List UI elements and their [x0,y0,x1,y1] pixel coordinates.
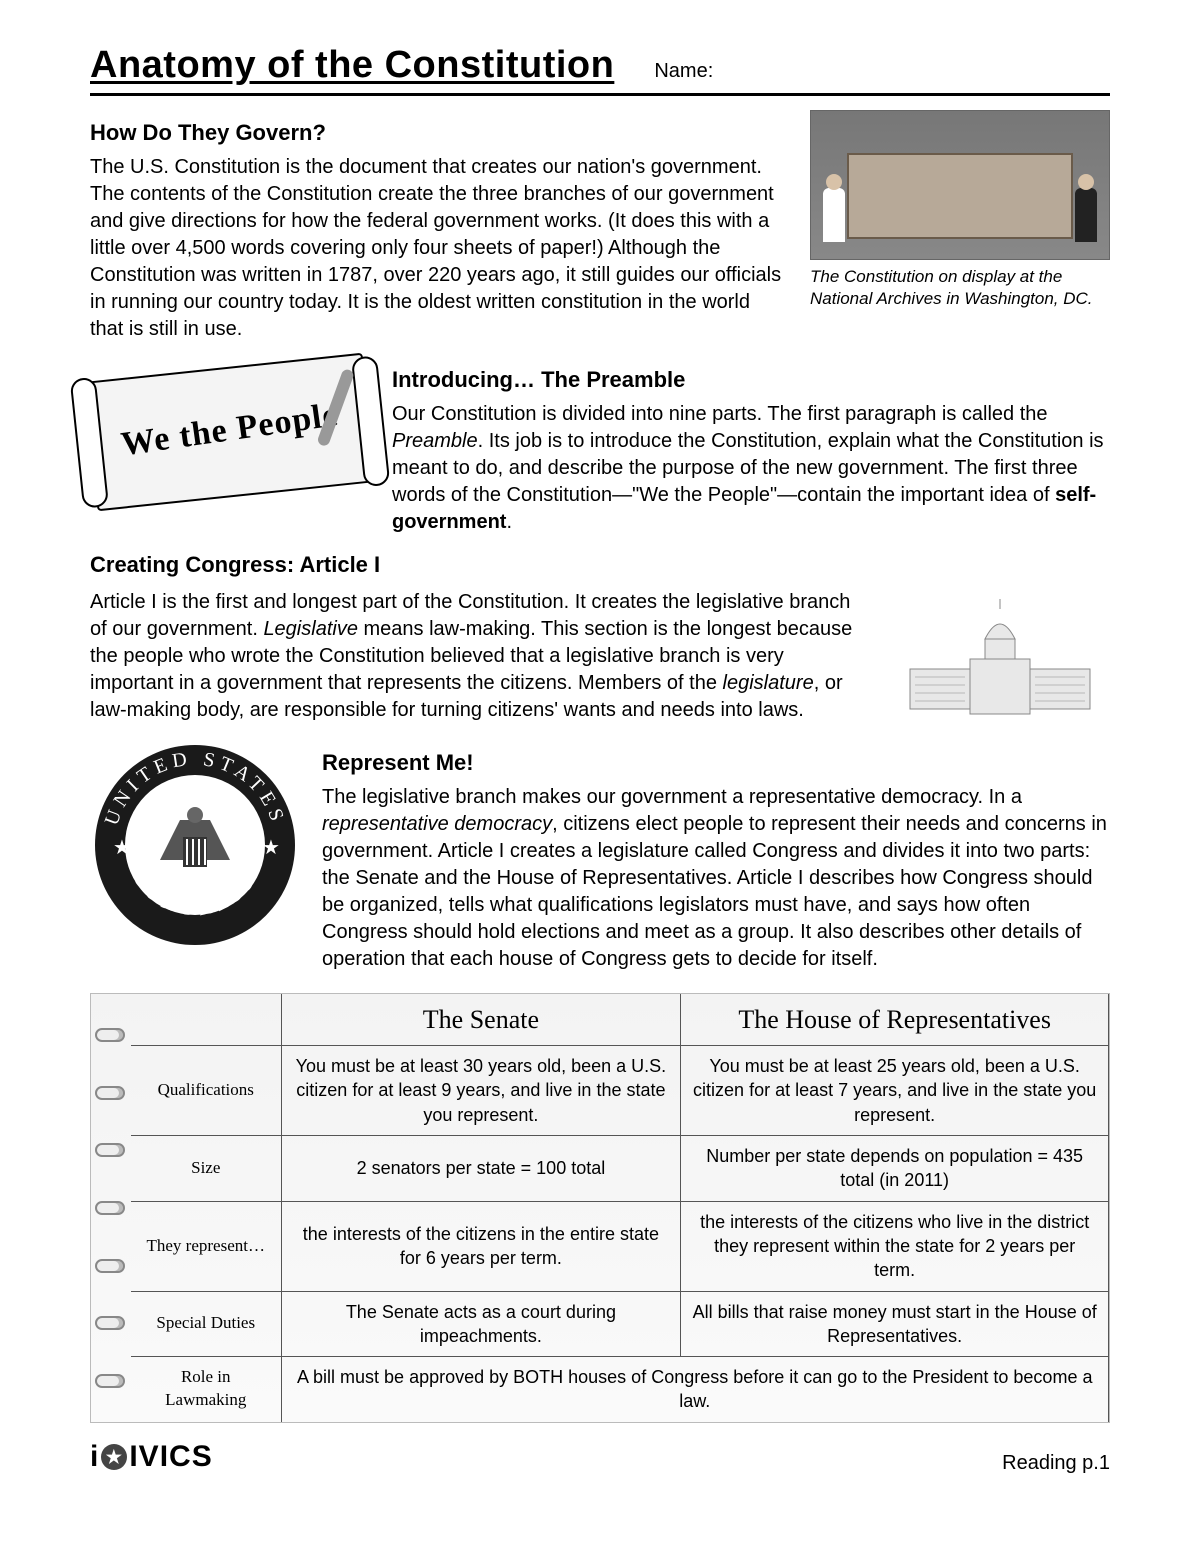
row-label: Special Duties [131,1291,281,1357]
name-label: Name: [654,58,713,85]
heading-article1: Creating Congress: Article I [90,550,1110,580]
we-the-people-scroll: We the People [90,357,370,507]
row-merged: A bill must be approved by BOTH houses o… [281,1357,1109,1422]
svg-text:★: ★ [113,837,131,859]
archives-photo [810,110,1110,260]
cell-house: the interests of the citizens who live i… [681,1201,1109,1291]
cell-house: You must be at least 25 years old, been … [681,1046,1109,1136]
body-represent: The legislative branch makes our governm… [322,784,1110,973]
cell-senate: You must be at least 30 years old, been … [281,1046,681,1136]
cell-senate: the interests of the citizens in the ent… [281,1201,681,1291]
congress-seal-icon: UNITED STATES CONGRESS ★ ★ [90,740,300,950]
capitol-icon [890,589,1110,729]
cell-senate: The Senate acts as a court during impeac… [281,1291,681,1357]
col-senate: The Senate [281,994,681,1046]
heading-how-govern: How Do They Govern? [90,118,788,148]
row-label: They represent… [131,1201,281,1291]
col-house: The House of Representatives [681,994,1109,1046]
star-icon: ★ [101,1444,127,1470]
body-article1: Article I is the first and longest part … [90,589,868,724]
row-label: Qualifications [131,1046,281,1136]
photo-caption: The Constitution on display at the Natio… [810,266,1110,309]
page-title: Anatomy of the Constitution [90,40,614,91]
cell-house: Number per state depends on population =… [681,1136,1109,1202]
body-preamble: Our Constitution is divided into nine pa… [392,401,1110,536]
heading-preamble: Introducing… The Preamble [392,365,1110,395]
icivics-logo: i★IVICS [90,1437,213,1478]
page-number: Reading p.1 [1002,1450,1110,1477]
cell-house: All bills that raise money must start in… [681,1291,1109,1357]
cell-senate: 2 senators per state = 100 total [281,1136,681,1202]
heading-represent: Represent Me! [322,748,1110,778]
body-how-govern: The U.S. Constitution is the document th… [90,154,788,343]
svg-text:★: ★ [262,837,280,859]
notebook-rings [91,994,131,1422]
congress-comparison-table: The Senate The House of Representatives … [90,993,1110,1423]
row-label: Role in Lawmaking [131,1357,281,1422]
row-label: Size [131,1136,281,1202]
title-bar: Anatomy of the Constitution Name: [90,40,1110,96]
